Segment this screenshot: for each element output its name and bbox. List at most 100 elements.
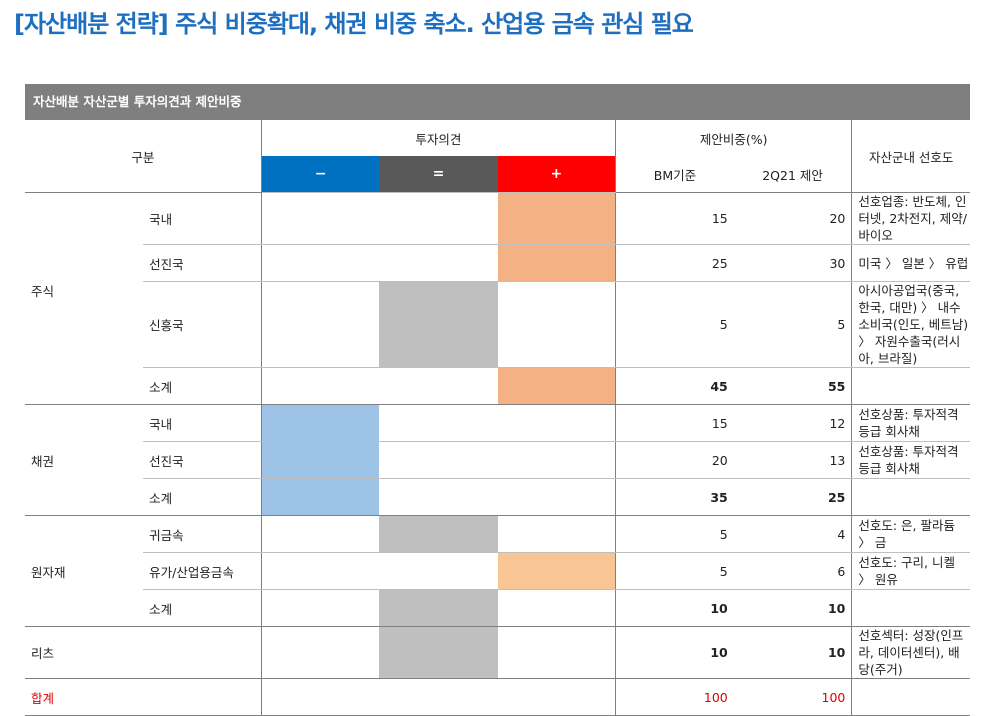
- table-row: 소계 10 10: [25, 589, 970, 627]
- opinion-cell-minus: [260, 244, 380, 282]
- page-title: [자산배분 전략] 주식 비중확대, 채권 비중 축소. 산업용 금속 관심 필…: [14, 10, 694, 38]
- row-subcategory: 소계: [143, 367, 262, 405]
- table-row: 국내 15 20 선호업종: 반도체, 인터넷, 2차전지, 제약/바이오: [25, 192, 970, 245]
- opinion-marker-equal: [379, 515, 498, 553]
- preference: 선호상품: 투자적격등급 회사채: [851, 404, 970, 442]
- row-group: 주식: [31, 283, 55, 299]
- bm-weight: 45: [615, 367, 734, 405]
- proposed-weight: 30: [733, 244, 852, 282]
- bm-weight: 100: [615, 678, 734, 716]
- bm-weight: 10: [615, 589, 734, 627]
- opinion-cell-plus: [497, 441, 616, 479]
- opinion-marker-equal: [379, 589, 498, 627]
- proposed-weight: 13: [733, 441, 852, 479]
- opinion-cell-plus: [497, 589, 616, 627]
- opinion-marker-minus: [260, 441, 380, 479]
- proposed-weight: 100: [733, 678, 852, 716]
- row-group: [25, 516, 143, 553]
- row-group: [25, 478, 144, 516]
- proposed-weight: 5: [733, 281, 852, 368]
- header-equal: =: [379, 156, 498, 193]
- opinion-marker-plus: [497, 552, 616, 590]
- opinion-cell-minus: [260, 281, 380, 368]
- opinion-cell-plus: [497, 678, 616, 716]
- header-preference: 자산군내 선호도: [851, 120, 970, 193]
- row-group: 채권: [31, 453, 55, 469]
- opinion-cell-plus: [497, 281, 616, 368]
- opinion-cell-minus: [260, 192, 380, 245]
- header-opinion: 투자의견: [260, 120, 616, 156]
- proposed-weight: 4: [733, 515, 852, 553]
- opinion-marker-minus: [260, 478, 380, 516]
- row-subcategory: 귀금속: [143, 515, 262, 553]
- opinion-cell-equal: [379, 441, 498, 479]
- row-group: [25, 193, 143, 245]
- preference: 선호상품: 투자적격등급 회사채: [851, 441, 970, 479]
- row-subcategory: 선진국: [143, 441, 262, 479]
- bm-weight: 35: [615, 478, 734, 516]
- row-subcategory: 국내: [143, 192, 262, 245]
- table-row: 신흥국 5 5 아시아공업국(중국, 한국, 대만) 〉 내수소비국(인도, 베트남)…: [25, 281, 970, 368]
- bm-weight: 20: [615, 441, 734, 479]
- table-row: 소계 35 25: [25, 478, 970, 516]
- opinion-cell-minus: [260, 515, 380, 553]
- opinion-marker-plus: [497, 244, 616, 282]
- table-row: 국내 15 12 선호상품: 투자적격등급 회사채: [25, 404, 970, 442]
- opinion-cell-plus: [497, 478, 616, 516]
- header-minus: −: [260, 156, 380, 193]
- row-group: 원자재: [31, 564, 66, 580]
- preference: 선호업종: 반도체, 인터넷, 2차전지, 제약/바이오: [851, 192, 970, 245]
- row-subcategory: [143, 678, 262, 716]
- table-row: 채권 선진국 20 13 선호상품: 투자적격등급 회사채: [25, 441, 970, 479]
- preference: 선호도: 구리, 니켈 〉 원유: [851, 552, 970, 590]
- opinion-cell-minus: [260, 367, 380, 405]
- row-group: [25, 367, 144, 405]
- preference: 아시아공업국(중국, 한국, 대만) 〉 내수소비국(인도, 베트남) 〉 자원…: [851, 281, 970, 368]
- opinion-marker-plus: [497, 367, 616, 405]
- header-bm: BM기준: [615, 156, 734, 193]
- opinion-cell-minus: [260, 552, 380, 590]
- row-group: [25, 589, 144, 627]
- header-category: 구분: [25, 120, 262, 193]
- row-group: [25, 405, 143, 442]
- opinion-marker-equal: [379, 281, 498, 368]
- table-row: 합계 100 100: [25, 678, 970, 716]
- opinion-cell-equal: [379, 478, 498, 516]
- bm-weight: 5: [615, 552, 734, 590]
- opinion-cell-minus: [260, 678, 380, 716]
- bm-weight: 25: [615, 244, 734, 282]
- header-weight: 제안비중(%): [615, 120, 852, 156]
- opinion-cell-plus: [497, 404, 616, 442]
- allocation-table: 구분 투자의견 제안비중(%) 자산군내 선호도 − = + BM기준 2Q21…: [25, 120, 970, 716]
- opinion-cell-equal: [379, 552, 498, 590]
- preference: 미국 〉 일본 〉 유럽: [851, 244, 970, 282]
- table-title: 자산배분 자산군별 투자의견과 제안비중: [25, 84, 970, 120]
- proposed-weight: 25: [733, 478, 852, 516]
- opinion-marker-plus: [497, 192, 616, 245]
- table-row: 소계 45 55: [25, 367, 970, 405]
- preference: [851, 478, 970, 516]
- proposed-weight: 10: [733, 589, 852, 627]
- row-group: 합계: [25, 678, 144, 716]
- bm-weight: 15: [615, 192, 734, 245]
- proposed-weight: 55: [733, 367, 852, 405]
- preference: 선호도: 은, 팔라듐 〉 금: [851, 515, 970, 553]
- row-subcategory: 소계: [143, 589, 262, 627]
- opinion-cell-equal: [379, 678, 498, 716]
- opinion-cell-plus: [497, 515, 616, 553]
- opinion-cell-minus: [260, 589, 380, 627]
- preference: [851, 589, 970, 627]
- header-plus: +: [497, 156, 616, 193]
- table-row: 귀금속 5 4 선호도: 은, 팔라듐 〉 금: [25, 515, 970, 553]
- row-subcategory: 국내: [143, 404, 262, 442]
- row-subcategory: 유가/산업용금속: [143, 552, 262, 590]
- proposed-weight: 12: [733, 404, 852, 442]
- bm-weight: 5: [615, 281, 734, 368]
- bm-weight: 5: [615, 515, 734, 553]
- table-row: 주식 선진국 25 30 미국 〉 일본 〉 유럽: [25, 244, 970, 299]
- opinion-cell-equal: [379, 367, 498, 405]
- opinion-cell-equal: [379, 192, 498, 245]
- bm-weight: 15: [615, 404, 734, 442]
- row-subcategory: 선진국: [143, 244, 262, 282]
- preference: [851, 367, 970, 405]
